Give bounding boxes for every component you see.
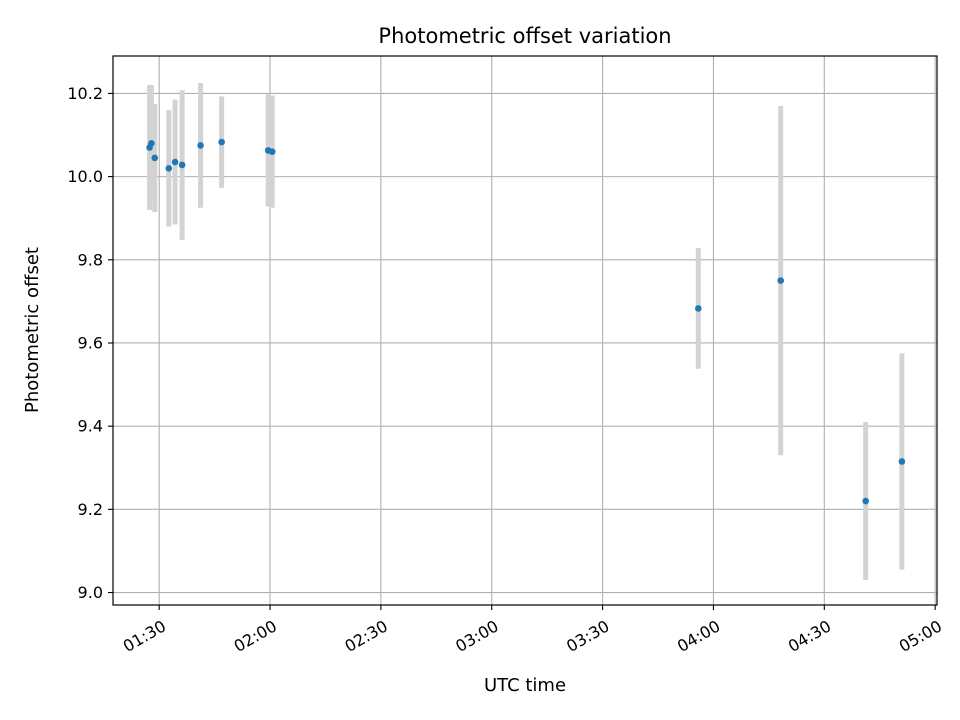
data-point <box>268 148 276 155</box>
y-axis-label: Photometric offset <box>22 247 43 413</box>
y-tick-label: 9.0 <box>78 583 103 602</box>
data-point <box>197 142 204 149</box>
y-tick-label: 9.8 <box>78 250 103 269</box>
data-point <box>862 497 869 505</box>
chart-title: Photometric offset variation <box>378 24 671 48</box>
y-tick-label: 10.0 <box>67 167 103 186</box>
y-tick-label: 9.2 <box>78 500 103 519</box>
data-point <box>777 277 784 284</box>
y-axis-ticks: 9.0 9.2 9.4 9.6 9.8 10.0 10.2 <box>67 84 113 602</box>
y-tick-label: 10.2 <box>67 84 103 103</box>
data-point <box>151 154 159 162</box>
y-tick-label: 9.6 <box>78 333 103 352</box>
data-point <box>218 138 225 146</box>
grid <box>113 56 937 605</box>
x-axis-label: UTC time <box>484 675 566 696</box>
data-point <box>148 140 155 147</box>
data-point <box>694 305 702 312</box>
data-points <box>146 138 906 505</box>
data-point <box>165 164 173 172</box>
plot-area-frame <box>112 55 938 606</box>
data-point <box>898 458 906 465</box>
data-point <box>171 158 179 166</box>
y-tick-label: 9.4 <box>78 417 103 436</box>
data-point <box>178 161 186 169</box>
